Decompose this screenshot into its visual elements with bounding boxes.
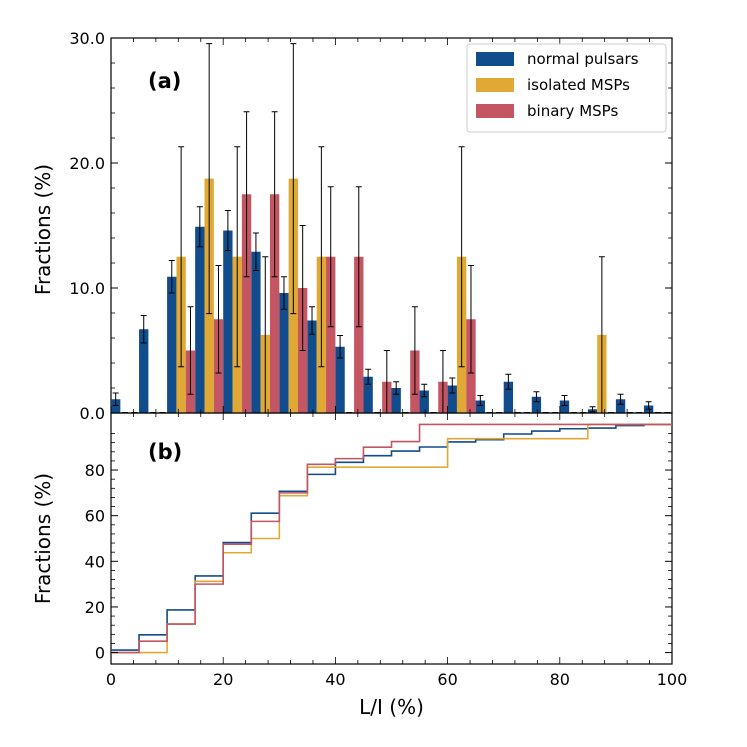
error-bar — [299, 225, 306, 351]
error-bar — [178, 146, 185, 368]
error-bar — [645, 401, 652, 410]
y-tick-label: 0 — [95, 644, 105, 663]
bar — [503, 381, 514, 413]
panel-a-bars — [111, 178, 654, 413]
error-bar — [393, 381, 400, 395]
panel-a-y-axis-label: Fractions (%) — [31, 164, 55, 295]
bar — [251, 251, 261, 413]
step-line — [111, 423, 672, 654]
x-tick-label: 0 — [106, 670, 116, 689]
y-tick-label: 10.0 — [69, 279, 105, 298]
error-bar — [215, 265, 222, 374]
bar — [307, 320, 317, 413]
error-bar — [617, 393, 624, 405]
error-bar — [309, 306, 316, 335]
x-tick-label: 100 — [657, 670, 688, 689]
panel-b-label: (b) — [148, 440, 182, 464]
legend-swatch — [476, 78, 514, 92]
x-tick-label: 80 — [550, 670, 570, 689]
bar — [195, 226, 205, 413]
error-bar — [411, 306, 418, 395]
panel-b-y-axis-label: Fractions (%) — [31, 473, 55, 604]
panel-b-step-lines — [111, 423, 672, 654]
legend-swatch — [476, 52, 514, 66]
y-tick-label: 20 — [85, 598, 105, 617]
error-bar — [589, 406, 596, 413]
bar — [419, 390, 429, 413]
error-bar — [533, 391, 540, 403]
error-bar — [421, 383, 428, 398]
bar — [241, 194, 252, 413]
error-bar — [196, 206, 203, 248]
error-bar — [234, 146, 241, 368]
error-bar — [477, 395, 484, 406]
error-bar — [112, 392, 119, 406]
error-bar — [355, 186, 362, 328]
bar — [279, 293, 289, 413]
y-tick-label: 0.0 — [80, 404, 105, 423]
error-bar — [168, 260, 175, 294]
error-bar — [252, 232, 259, 271]
error-bar — [561, 395, 568, 406]
error-bar — [337, 335, 344, 359]
y-tick-label: 20.0 — [69, 154, 105, 173]
bar — [531, 396, 542, 413]
error-bar — [449, 377, 456, 394]
error-bar — [140, 315, 147, 344]
x-tick-label: 20 — [213, 670, 233, 689]
error-bar — [290, 43, 297, 315]
panel-b-ticks: 0 20 40 60 80 0 20 40 60 80 100 — [85, 413, 688, 689]
panel-b-frame — [110, 412, 673, 665]
error-bar — [271, 111, 278, 278]
bar — [363, 376, 373, 413]
error-bar — [458, 146, 465, 368]
y-tick-label: 30.0 — [69, 29, 105, 48]
error-bar — [206, 43, 213, 315]
error-bar — [318, 146, 325, 368]
error-bar — [224, 210, 231, 251]
error-bar — [187, 306, 194, 395]
legend-entry-label: isolated MSPs — [527, 76, 630, 94]
step-line — [111, 423, 672, 651]
legend-entry-label: binary MSPs — [527, 102, 618, 120]
error-bar — [467, 265, 474, 374]
bar — [447, 385, 457, 413]
error-bar — [365, 368, 372, 385]
legend-swatch — [476, 104, 514, 118]
panel-a: 0.0 10.0 20.0 30.0 (a) Fractions (%) normal… — [31, 29, 673, 423]
panel-a-error-bars — [112, 43, 671, 414]
x-axis-label: L/I (%) — [359, 695, 424, 719]
error-bar — [505, 373, 512, 390]
legend-box — [466, 43, 667, 133]
error-bar — [243, 111, 250, 278]
bar — [354, 256, 364, 413]
bar — [335, 346, 345, 413]
panel-a-ticks: 0.0 10.0 20.0 30.0 — [69, 29, 673, 423]
bar — [139, 329, 149, 413]
y-tick-label: 40 — [85, 552, 105, 571]
bar — [111, 399, 121, 413]
y-tick-label: 80 — [85, 461, 105, 480]
bar — [615, 399, 626, 413]
y-tick-label: 60 — [85, 507, 105, 526]
x-tick-label: 60 — [437, 670, 457, 689]
bar — [559, 400, 570, 413]
bar — [269, 194, 280, 413]
legend-entry-label: normal pulsars — [527, 50, 639, 68]
error-bar — [280, 276, 287, 310]
bar — [475, 400, 485, 413]
bar — [223, 230, 233, 413]
x-tick-label: 40 — [325, 670, 345, 689]
bar — [326, 256, 336, 413]
bar — [391, 388, 401, 413]
legend: normal pulsars isolated MSPs binary MSPs — [466, 43, 667, 133]
bar — [167, 276, 177, 413]
error-bar — [327, 186, 334, 328]
panel-a-label: (a) — [148, 69, 181, 93]
